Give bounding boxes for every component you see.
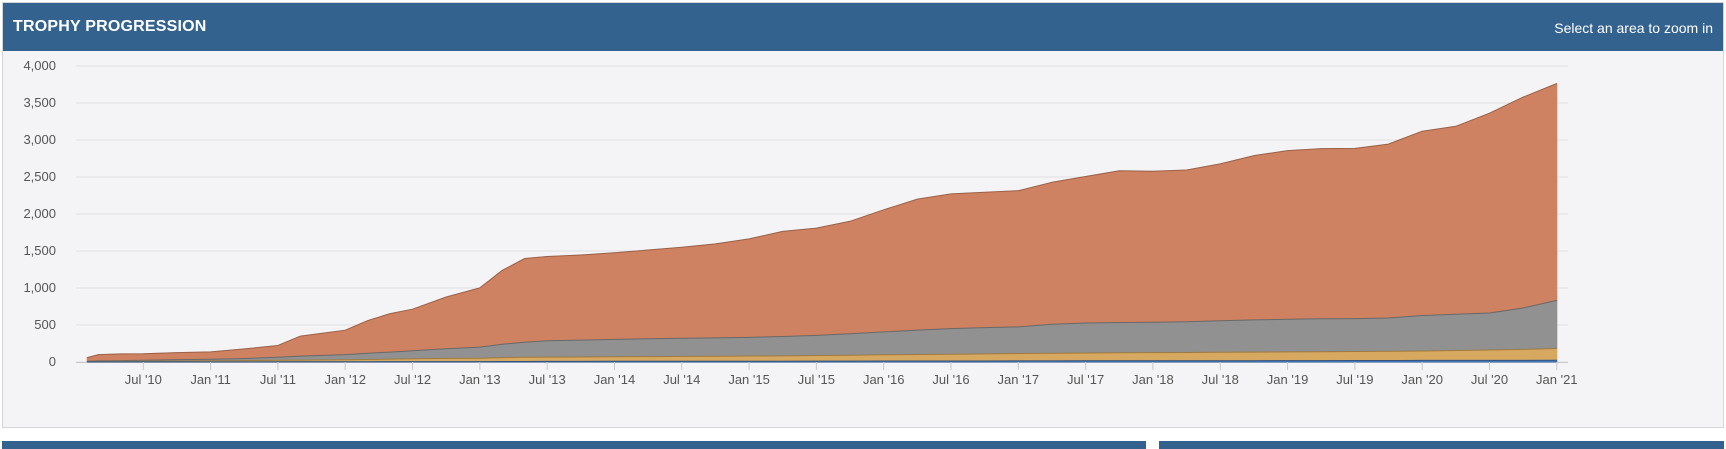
x-tick-label: Jul '16	[932, 372, 969, 387]
series-line-2	[87, 299, 1557, 362]
x-tick-label: Jan '18	[1132, 372, 1174, 387]
y-tick-label: 500	[34, 317, 56, 332]
x-tick-label: Jan '21	[1536, 372, 1578, 387]
x-tick-label: Jan '17	[998, 372, 1040, 387]
next-panel-header-right	[1159, 441, 1724, 449]
x-tick-label: Jul '20	[1471, 372, 1508, 387]
x-tick-label: Jul '19	[1336, 372, 1373, 387]
y-tick-label: 1,500	[23, 243, 56, 258]
x-tick-label: Jul '12	[394, 372, 431, 387]
x-tick-label: Jul '15	[798, 372, 835, 387]
y-tick-label: 0	[49, 354, 56, 369]
x-tick-label: Jan '11	[190, 372, 231, 387]
trophy-progression-chart[interactable]: 0 500 1,000 1,500 2,000 2,500 3,000 3,500 4,000 J…	[3, 51, 1723, 427]
panel-header: TROPHY PROGRESSION Select an area to zoo…	[3, 3, 1723, 51]
x-tick-label: Jan '15	[728, 372, 770, 387]
x-tick-label: Jul '13	[529, 372, 566, 387]
y-tick-label: 1,000	[23, 280, 56, 295]
x-tick-label: Jan '13	[459, 372, 501, 387]
x-tick-label: Jul '10	[125, 372, 162, 387]
x-tick-label: Jan '16	[863, 372, 905, 387]
y-tick-label: 4,000	[23, 58, 56, 73]
series-line-1	[87, 348, 1557, 363]
trophy-progression-panel: TROPHY PROGRESSION Select an area to zoo…	[2, 2, 1724, 428]
panel-title: TROPHY PROGRESSION	[13, 18, 207, 35]
next-panel-header-left	[2, 441, 1146, 449]
y-tick-label: 2,500	[23, 169, 56, 184]
zoom-hint: Select an area to zoom in	[1554, 20, 1713, 36]
x-tick-label: Jul '14	[663, 372, 700, 387]
x-tick-label: Jan '14	[594, 372, 636, 387]
x-tick-label: Jul '11	[260, 372, 296, 387]
x-tick-label: Jan '12	[324, 372, 366, 387]
series-line-3	[87, 83, 1557, 359]
y-tick-label: 2,000	[23, 206, 56, 221]
x-tick-label: Jul '18	[1202, 372, 1239, 387]
x-tick-label: Jul '17	[1067, 372, 1104, 387]
x-tick-label: Jan '20	[1401, 372, 1443, 387]
y-tick-label: 3,000	[23, 132, 56, 147]
y-tick-label: 3,500	[23, 95, 56, 110]
series-line-0	[87, 359, 1557, 363]
x-tick-label: Jan '19	[1267, 372, 1309, 387]
